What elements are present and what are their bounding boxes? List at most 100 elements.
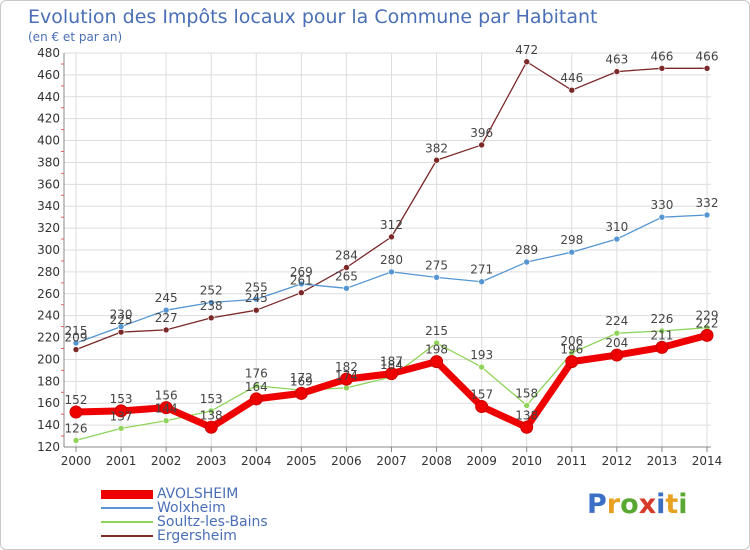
data-label: 261 xyxy=(290,274,313,288)
y-tick-label: 340 xyxy=(37,199,60,213)
data-label: 245 xyxy=(245,291,268,305)
data-point xyxy=(69,405,83,419)
y-tick-label: 140 xyxy=(37,418,60,432)
data-label: 463 xyxy=(605,53,628,67)
data-label: 153 xyxy=(110,392,133,406)
data-point xyxy=(343,285,350,292)
chart-title: Evolution des Impôts locaux pour la Comm… xyxy=(28,6,598,28)
data-label: 126 xyxy=(65,421,88,435)
data-point xyxy=(252,382,260,390)
data-label: 187 xyxy=(380,355,403,369)
data-label: 289 xyxy=(515,243,538,257)
data-label: 211 xyxy=(650,328,673,342)
data-label: 265 xyxy=(335,269,358,283)
data-point xyxy=(520,420,534,434)
chart-subtitle: (en € et par an) xyxy=(28,30,123,44)
data-label: 215 xyxy=(425,324,448,338)
data-point xyxy=(475,400,489,414)
data-label: 169 xyxy=(290,374,313,388)
data-point xyxy=(388,268,395,276)
data-label: 174 xyxy=(335,369,358,383)
data-point xyxy=(610,348,624,362)
data-point xyxy=(207,407,215,415)
chart-legend: AVOLSHEIM Wolxheim Soultz-les-Bains Ergersh… xyxy=(101,487,268,543)
data-label: 238 xyxy=(200,299,223,313)
data-point xyxy=(72,346,80,353)
x-tick-label: 2002 xyxy=(151,454,182,468)
data-label: 198 xyxy=(425,343,448,357)
data-label: 176 xyxy=(245,367,268,381)
data-label: 255 xyxy=(245,280,268,294)
data-label: 271 xyxy=(470,263,493,277)
x-tick-label: 2013 xyxy=(647,454,678,468)
data-label: 204 xyxy=(605,336,628,350)
x-tick-label: 2011 xyxy=(557,454,588,468)
x-tick-label: 2012 xyxy=(602,454,633,468)
data-label: 193 xyxy=(470,348,493,362)
data-point xyxy=(252,306,260,314)
data-point xyxy=(339,372,353,386)
data-point xyxy=(72,437,80,444)
data-label: 206 xyxy=(560,334,583,348)
legend-label: Wolxheim xyxy=(157,500,226,516)
data-label: 144 xyxy=(155,402,178,416)
y-tick-label: 460 xyxy=(37,68,60,82)
data-label: 298 xyxy=(560,233,583,247)
x-tick-label: 2007 xyxy=(376,454,407,468)
legend-swatch xyxy=(101,521,153,523)
data-point xyxy=(568,248,576,256)
data-label: 275 xyxy=(425,258,448,272)
y-tick-label: 400 xyxy=(37,134,60,148)
data-label: 330 xyxy=(650,198,673,212)
data-label: 158 xyxy=(515,386,538,400)
data-label: 157 xyxy=(470,388,493,402)
data-point xyxy=(249,392,263,406)
data-label: 182 xyxy=(335,360,358,374)
data-label: 472 xyxy=(515,43,538,57)
data-point xyxy=(433,274,440,281)
data-point xyxy=(385,367,398,381)
data-point xyxy=(162,306,170,314)
data-label: 466 xyxy=(696,49,719,63)
data-point xyxy=(613,68,621,75)
data-label: 172 xyxy=(290,371,313,385)
data-label: 396 xyxy=(470,126,493,140)
data-point xyxy=(523,402,531,409)
legend-item: Ergersheim xyxy=(101,529,268,543)
x-tick-label: 2000 xyxy=(61,454,92,468)
data-label: 466 xyxy=(650,49,673,63)
data-label: 164 xyxy=(245,380,268,394)
data-label: 446 xyxy=(560,71,583,85)
data-point xyxy=(703,65,711,72)
y-tick-label: 360 xyxy=(37,177,60,191)
data-label: 332 xyxy=(696,196,719,210)
x-tick-label: 2003 xyxy=(196,454,227,468)
x-tick-label: 2010 xyxy=(511,454,542,468)
data-point xyxy=(204,420,218,434)
data-point xyxy=(613,329,621,337)
y-tick-label: 300 xyxy=(37,243,60,257)
data-point xyxy=(433,339,440,347)
data-point xyxy=(294,386,308,400)
y-tick-label: 220 xyxy=(37,331,60,345)
data-point xyxy=(117,425,125,432)
data-label: 152 xyxy=(65,393,88,407)
data-point xyxy=(388,233,395,241)
x-tick-label: 2008 xyxy=(421,454,452,468)
data-point xyxy=(523,258,531,266)
data-label: 138 xyxy=(200,408,223,422)
logo-letter: r xyxy=(606,489,621,520)
y-tick-label: 480 xyxy=(37,46,60,60)
x-tick-label: 2009 xyxy=(466,454,497,468)
legend-swatch xyxy=(101,507,153,509)
data-point xyxy=(568,86,576,94)
data-point xyxy=(343,384,350,392)
data-label: 225 xyxy=(110,313,133,327)
data-label: 229 xyxy=(696,309,719,323)
legend-label: Ergersheim xyxy=(157,528,237,544)
y-tick-label: 320 xyxy=(37,221,60,235)
data-label: 245 xyxy=(155,291,178,305)
data-label: 382 xyxy=(425,141,448,155)
proxiti-logo: Proxiti xyxy=(587,489,688,520)
